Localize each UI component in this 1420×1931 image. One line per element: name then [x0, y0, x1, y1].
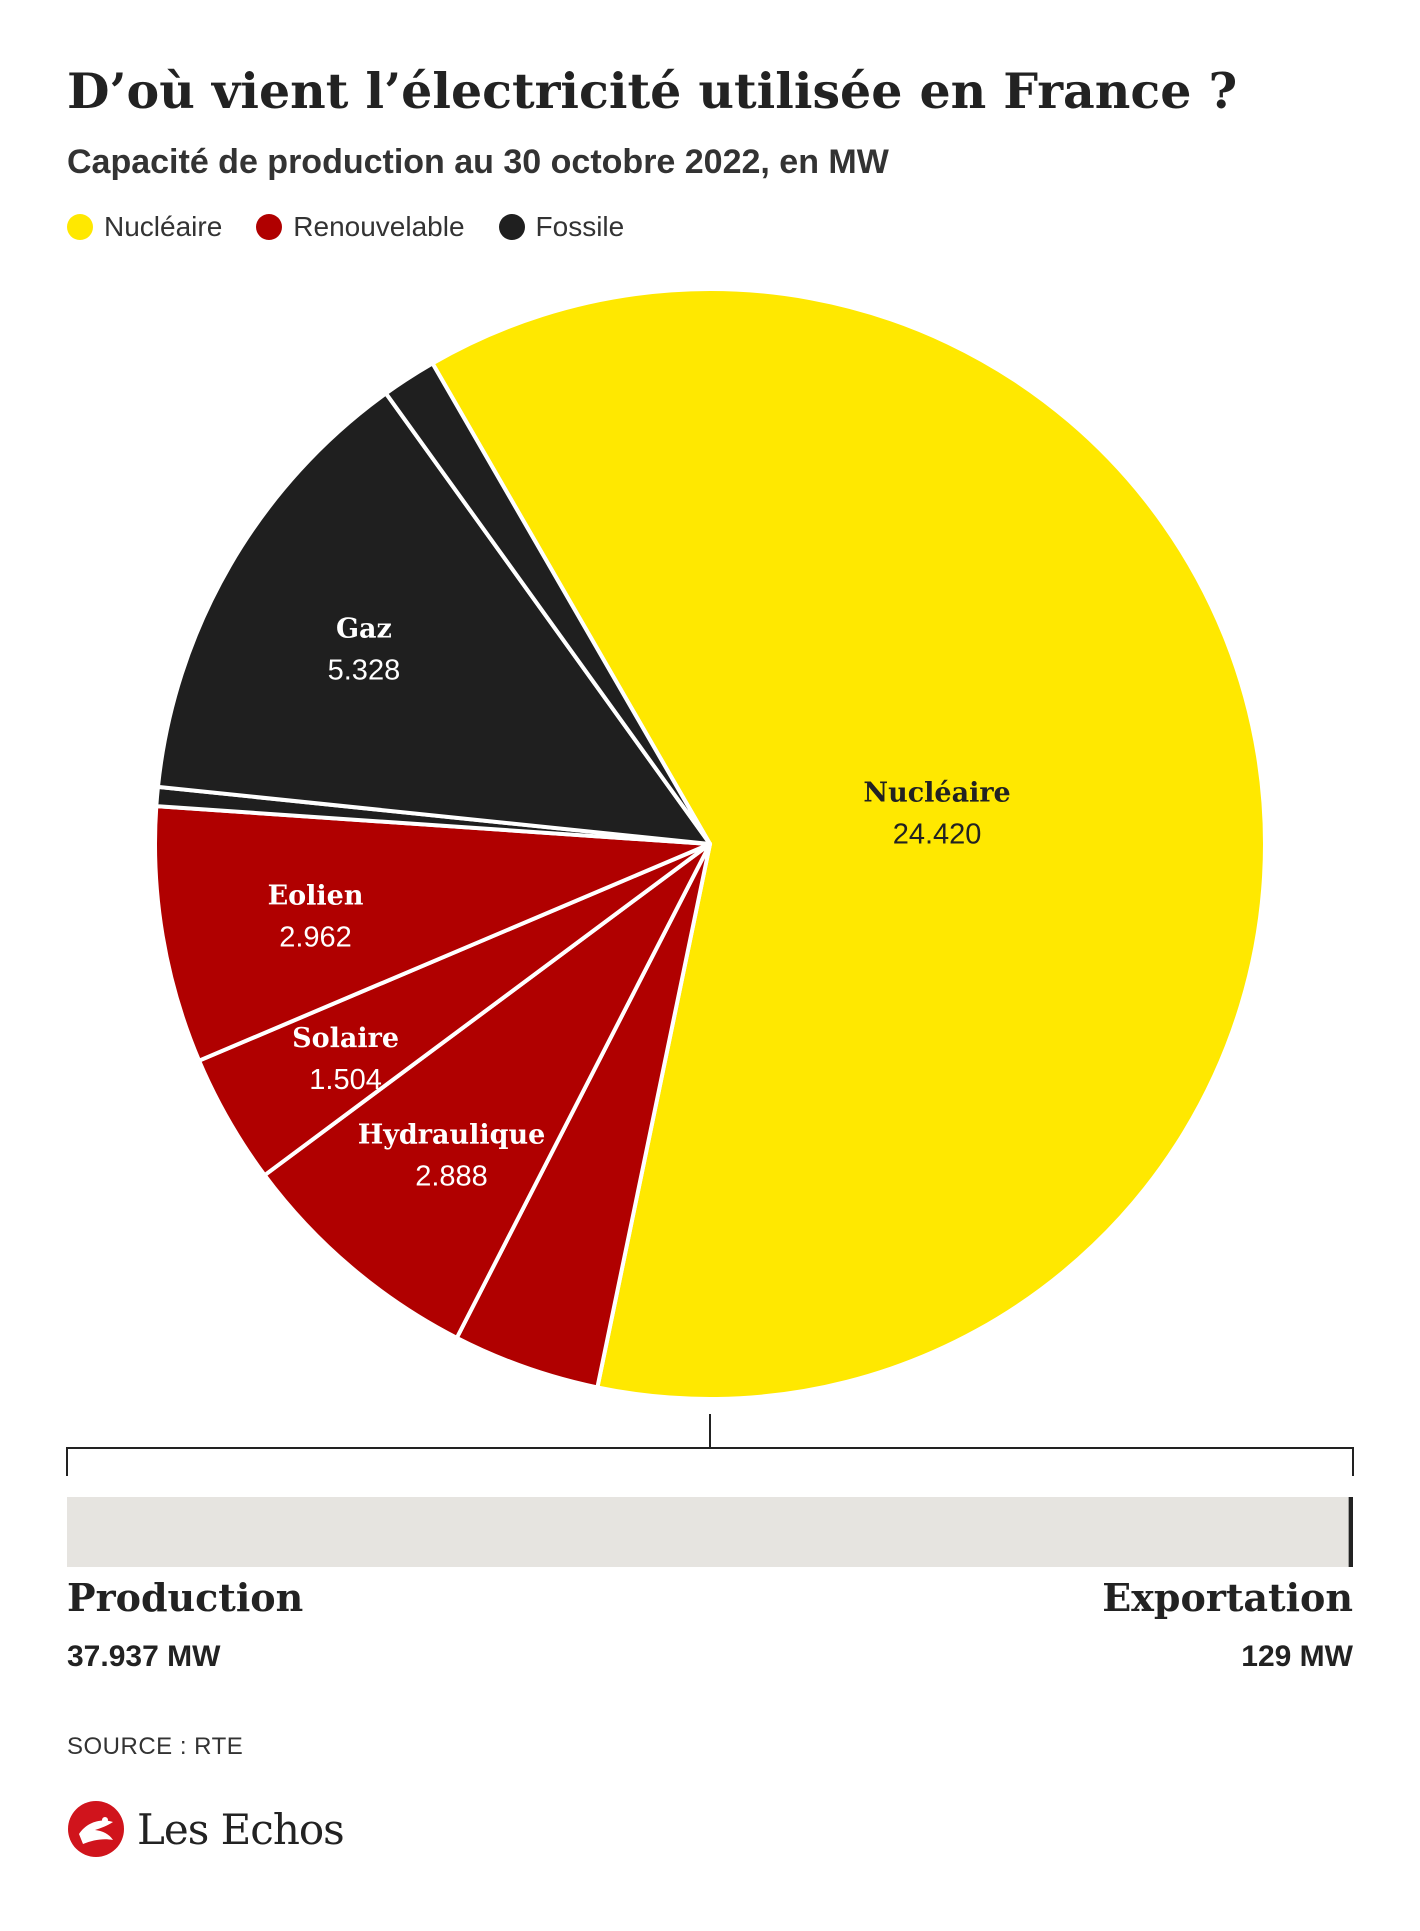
slice-value-nucleaire: 24.420 — [893, 818, 982, 850]
pie-slice-hydraulique — [262, 842, 712, 1340]
pie-slice-gaz — [155, 391, 712, 846]
slice-value-gaz: 5.328 — [328, 654, 401, 686]
legend: Nucléaire Renouvelable Fossile — [67, 211, 624, 243]
slice-label-eolien: Eolien — [268, 880, 364, 911]
slice-label-gaz: Gaz — [336, 613, 392, 644]
source-note: SOURCE : RTE — [67, 1733, 244, 1760]
brand-logo: Les Echos — [67, 1800, 345, 1858]
production-value: 37.937 MW — [67, 1640, 221, 1673]
legend-swatch-nucleaire — [67, 214, 93, 240]
chart-title: D’où vient l’électricité utilisée en Fra… — [67, 62, 1238, 120]
legend-item-nucleaire: Nucléaire — [67, 211, 222, 243]
legend-label-fossile: Fossile — [535, 211, 625, 242]
pie-slice-nucleaire — [430, 287, 1267, 1401]
slice-value-eolien: 2.962 — [279, 921, 352, 953]
bracket-line — [66, 1447, 1354, 1476]
pie-slice-eolien — [153, 804, 712, 1063]
pie-chart: Nucléaire 24.420 Hydraulique 2.888 Solaire 1.… — [153, 287, 1267, 1401]
slice-value-solaire: 1.504 — [309, 1064, 382, 1096]
brand-name: Les Echos — [137, 1804, 345, 1854]
pie-slice-unlabeled-7 — [383, 361, 712, 846]
legend-swatch-renouvelable — [256, 214, 283, 240]
legend-label-renouvelable: Renouvelable — [293, 211, 465, 242]
legend-item-renouvelable: Renouvelable — [256, 211, 465, 243]
export-label: Exportation — [1102, 1575, 1353, 1620]
legend-swatch-fossile — [498, 214, 525, 240]
slice-label-nucleaire: Nucléaire — [863, 777, 1010, 808]
slice-value-hydraulique: 2.888 — [415, 1160, 488, 1192]
les-echos-emblem-icon — [68, 1801, 124, 1857]
slice-label-solaire: Solaire — [292, 1023, 399, 1054]
production-bar — [67, 1497, 1349, 1567]
legend-label-nucleaire: Nucléaire — [104, 211, 223, 242]
legend-item-fossile: Fossile — [498, 211, 625, 243]
chart-subtitle: Capacité de production au 30 octobre 202… — [67, 143, 889, 181]
production-label: Production — [67, 1575, 304, 1620]
export-value: 129 MW — [1241, 1640, 1353, 1673]
slice-label-hydraulique: Hydraulique — [358, 1119, 546, 1150]
export-bar — [1348, 1497, 1353, 1567]
